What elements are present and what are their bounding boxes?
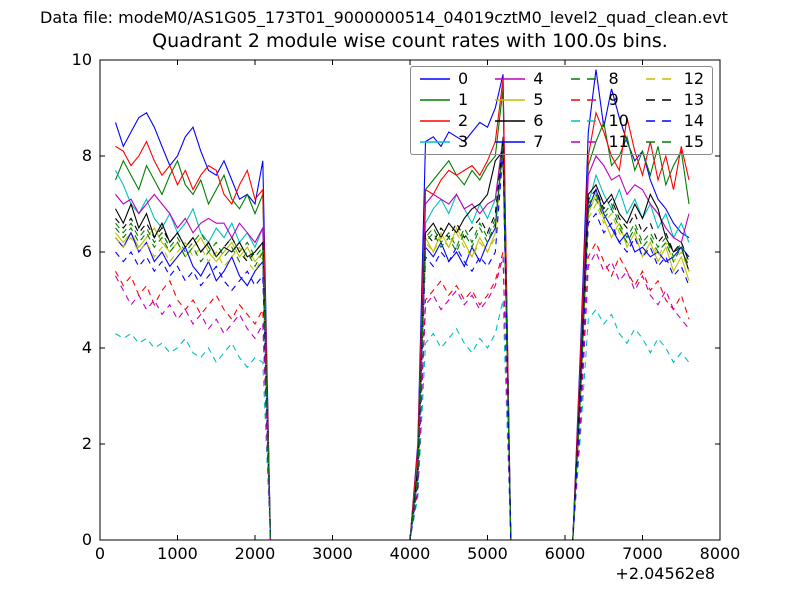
legend-item-13: 13 <box>637 90 712 111</box>
x-tick-label-2000: 2000 <box>234 544 276 563</box>
legend-item-2: 2 <box>411 111 486 132</box>
legend-line-sample-1 <box>420 99 450 101</box>
series-line-8 <box>115 136 690 541</box>
legend-line-sample-9 <box>570 99 601 101</box>
legend-item-8: 8 <box>562 69 637 90</box>
legend-line-sample-15 <box>645 140 676 143</box>
series-line-13 <box>115 141 690 541</box>
legend-line-sample-12 <box>645 78 676 81</box>
x-tick-label-1000: 1000 <box>157 544 198 563</box>
y-tick-label-6: 6 <box>81 242 92 261</box>
legend-item-7: 7 <box>486 131 561 152</box>
y-tick-label-0: 0 <box>81 530 92 549</box>
x-tick-label-8000: 8000 <box>699 544 741 563</box>
chart-title: Quadrant 2 module wise count rates with … <box>152 30 668 52</box>
legend-label-3: 3 <box>458 131 469 151</box>
legend-item-3: 3 <box>411 131 486 152</box>
series-line-11 <box>115 250 690 541</box>
legend-label-15: 15 <box>683 131 705 151</box>
legend-label-12: 12 <box>683 69 705 89</box>
y-tick-label-4: 4 <box>81 338 92 357</box>
legend-item-0: 0 <box>411 69 486 90</box>
series-line-1 <box>114 88 690 541</box>
legend-item-1: 1 <box>411 90 486 111</box>
legend-line-sample-2 <box>420 120 450 122</box>
legend-line-sample-11 <box>570 140 601 143</box>
legend-line-sample-7 <box>495 140 526 143</box>
legend-label-13: 13 <box>683 90 705 110</box>
legend-line-sample-6 <box>495 120 526 122</box>
legend-item-9: 9 <box>562 90 637 111</box>
datafile-label: Data file: modeM0/AS1G05_173T01_90000005… <box>40 8 728 27</box>
legend-line-sample-0 <box>420 78 450 81</box>
y-tick-label-8: 8 <box>81 146 92 165</box>
series-line-10 <box>115 299 690 541</box>
legend-line-sample-14 <box>645 120 676 122</box>
series-line-14 <box>115 151 690 541</box>
legend-label-1: 1 <box>458 90 469 110</box>
series-line-12 <box>115 155 690 541</box>
x-tick-label-3000: 3000 <box>312 544 353 563</box>
legend-label-2: 2 <box>458 110 469 130</box>
legend-item-4: 4 <box>486 69 561 90</box>
x-tick-label-7000: 7000 <box>622 544 663 563</box>
legend-line-sample-5 <box>495 99 526 101</box>
y-ticks <box>100 59 720 541</box>
legend-item-14: 14 <box>637 111 712 132</box>
legend-item-11: 11 <box>562 131 637 152</box>
legend-label-5: 5 <box>533 90 544 110</box>
legend-item-5: 5 <box>486 90 561 111</box>
y-tick-label-10: 10 <box>71 50 92 69</box>
legend-line-sample-8 <box>570 78 601 81</box>
x-tick-label-4000: 4000 <box>389 544 431 563</box>
legend-label-7: 7 <box>533 131 544 151</box>
series-line-4 <box>115 136 690 541</box>
legend-item-15: 15 <box>637 131 712 152</box>
legend-item-10: 10 <box>562 111 637 132</box>
legend-label-9: 9 <box>608 90 619 110</box>
y-tick-label-2: 2 <box>81 434 92 453</box>
legend-label-6: 6 <box>533 110 544 130</box>
legend-line-sample-10 <box>570 120 601 122</box>
x-tick-label-5000: 5000 <box>467 544 508 563</box>
legend-line-sample-4 <box>495 78 526 81</box>
legend-label-0: 0 <box>458 69 469 89</box>
legend-label-11: 11 <box>608 131 629 151</box>
legend-label-8: 8 <box>608 69 619 89</box>
legend-line-sample-13 <box>645 99 676 101</box>
legend-item-12: 12 <box>637 69 712 90</box>
legend-label-10: 10 <box>608 110 629 130</box>
legend-label-14: 14 <box>683 110 705 130</box>
x-ticks <box>99 60 721 540</box>
x-tick-label-6000: 6000 <box>544 544 586 563</box>
legend-line-sample-3 <box>420 140 450 143</box>
legend-item-6: 6 <box>486 111 561 132</box>
series-line-9 <box>115 241 690 541</box>
x-tick-label-0: 0 <box>94 544 106 563</box>
legend-label-4: 4 <box>533 69 544 89</box>
x-axis-offset-label: +2.04562e8 <box>615 564 715 583</box>
legend-box: 0 1 2 3 4 5 6 7 8 9 10 11 12 13 14 15 <box>410 66 713 155</box>
